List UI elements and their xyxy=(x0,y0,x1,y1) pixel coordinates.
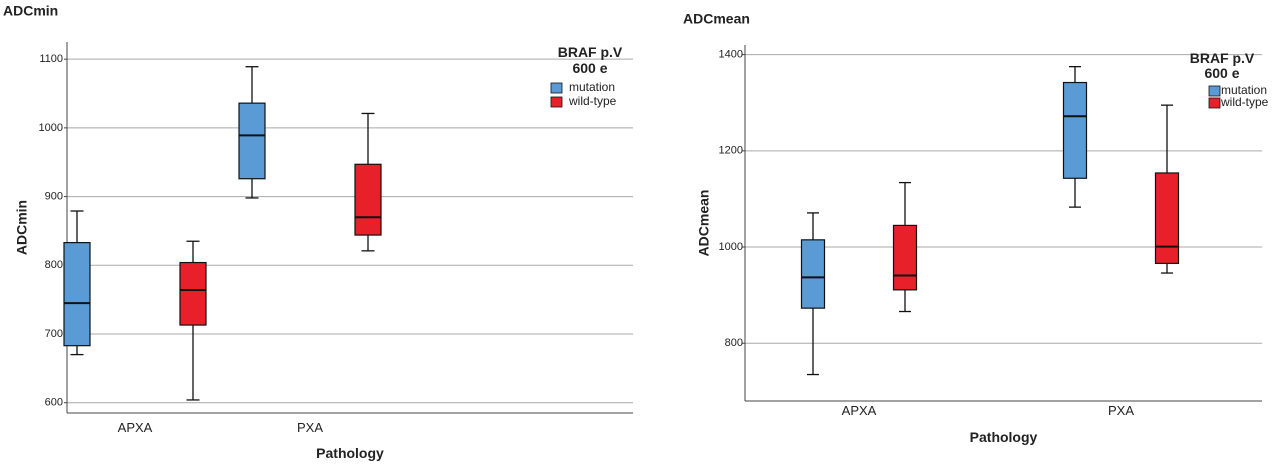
y-tick-label: 1400 xyxy=(719,49,743,61)
legend-title-line-2: 600 e xyxy=(1204,65,1239,81)
chart-title: ADCmin xyxy=(3,3,58,19)
legend-swatch-mutation xyxy=(550,82,563,94)
y-tick-label: 700 xyxy=(45,328,63,340)
x-category-label: PXA xyxy=(297,420,323,435)
legend-swatch-wild-type xyxy=(550,96,563,108)
y-axis-title: ADCmean xyxy=(696,190,712,257)
legend-swatch-mutation xyxy=(1208,85,1221,97)
iqr-box xyxy=(1062,81,1088,179)
y-tick-label: 1000 xyxy=(39,122,63,134)
legend-title-line-1: BRAF p.V xyxy=(1190,50,1255,66)
x-category-label: APXA xyxy=(118,420,153,435)
legend-title-line-2: 600 e xyxy=(572,60,607,76)
x-axis-title: Pathology xyxy=(970,429,1038,445)
chart-title: ADCmean xyxy=(683,11,750,27)
y-axis-title: ADCmin xyxy=(14,200,30,255)
adcmin-chart: ADCmin 600 700 800 900 1000 1100 ADCmin Patholog… xyxy=(3,3,633,461)
y-tick-label: 800 xyxy=(725,337,743,349)
boxplot-mutation-PXA xyxy=(238,66,266,199)
boxplot-wild-type-APXA xyxy=(892,181,918,313)
adcmean-chart: ADCmean 800 1000 1200 1400 ADCmean Pathology AP… xyxy=(683,11,1269,445)
y-tick-label: 900 xyxy=(45,190,63,202)
boxplot-mutation-APXA xyxy=(800,212,826,376)
iqr-box xyxy=(63,242,91,347)
y-tick-label: 800 xyxy=(45,259,63,271)
x-category-label: PXA xyxy=(1108,403,1134,418)
boxplot-mutation-PXA xyxy=(1062,65,1088,208)
boxplot-wild-type-APXA xyxy=(179,240,207,401)
y-tick-label: 1000 xyxy=(719,241,743,253)
legend-title: BRAF p.V 600 e xyxy=(1190,50,1255,81)
legend-swatch-wild-type xyxy=(1208,97,1221,109)
iqr-box xyxy=(354,163,382,236)
legend-label-mutation: mutation xyxy=(569,80,615,94)
legend-title-line-1: BRAF p.V xyxy=(558,44,623,60)
legend-label-wild-type: wild-type xyxy=(568,94,617,108)
x-category-label: APXA xyxy=(842,403,877,418)
y-tick-label: 1100 xyxy=(39,53,63,65)
y-tick-label: 600 xyxy=(45,397,63,409)
boxplot-wild-type-PXA xyxy=(354,112,382,252)
iqr-box xyxy=(892,224,918,291)
iqr-box xyxy=(238,102,266,180)
boxplot-mutation-APXA xyxy=(63,210,91,356)
iqr-box xyxy=(800,239,826,309)
boxplot-wild-type-PXA xyxy=(1154,104,1180,274)
iqr-box xyxy=(179,261,207,326)
x-axis-title: Pathology xyxy=(316,445,384,461)
legend-title: BRAF p.V 600 e xyxy=(558,44,623,76)
y-tick-label: 1200 xyxy=(719,145,743,157)
legend-label-mutation: mutation xyxy=(1221,83,1267,97)
legend-label-wild-type: wild-type xyxy=(1220,95,1269,109)
iqr-box xyxy=(1154,172,1180,265)
